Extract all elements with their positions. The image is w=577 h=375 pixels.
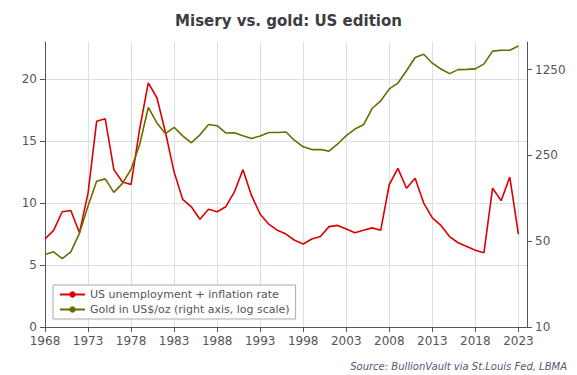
svg-text:Source: BullionVault via St.Lo: Source: BullionVault via St.Louis Fed, L… [350,361,567,372]
svg-text:2018: 2018 [460,334,491,348]
svg-text:2013: 2013 [417,334,448,348]
svg-text:1968: 1968 [30,334,61,348]
svg-text:5: 5 [29,258,37,272]
svg-text:20: 20 [22,72,37,86]
svg-text:2003: 2003 [331,334,362,348]
svg-text:0: 0 [29,320,37,334]
svg-text:Misery vs. gold: US edition: Misery vs. gold: US edition [175,12,402,30]
svg-text:1983: 1983 [159,334,190,348]
svg-text:Gold in US$/oz (right axis, lo: Gold in US$/oz (right axis, log scale) [90,303,290,316]
svg-text:15: 15 [22,134,37,148]
svg-text:1978: 1978 [116,334,147,348]
svg-text:1988: 1988 [202,334,233,348]
svg-text:1250: 1250 [535,63,566,77]
svg-text:2023: 2023 [503,334,534,348]
svg-text:10: 10 [22,196,37,210]
svg-text:250: 250 [535,148,558,162]
svg-text:50: 50 [535,234,550,248]
svg-text:US unemployment + inflation ra: US unemployment + inflation rate [90,288,279,301]
svg-text:1973: 1973 [73,334,104,348]
svg-text:1993: 1993 [245,334,276,348]
svg-text:10: 10 [535,320,550,334]
svg-text:2008: 2008 [374,334,405,348]
svg-text:1998: 1998 [288,334,319,348]
